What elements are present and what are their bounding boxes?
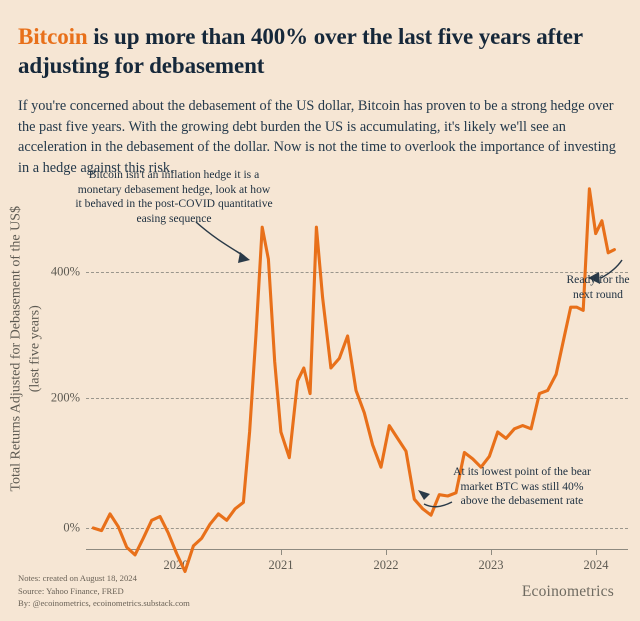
headline-rest: is up more than 400% over the last five … (18, 24, 583, 79)
page-title: Bitcoin is up more than 400% over the la… (18, 23, 624, 81)
subtitle-paragraph: If you're concerned about the debasement… (18, 98, 616, 177)
headline-brand-word: Bitcoin (18, 24, 88, 50)
gridline-400 (86, 272, 628, 273)
footer-by-line: By: @ecoinometrics, ecoinometrics.substa… (18, 597, 190, 608)
chart-area: Total Returns Adjusted for Debasement of… (0, 160, 640, 580)
footer-notes-line: Notes: created on August 18, 2024 (18, 573, 137, 584)
y-tick-label-0: 0% (63, 520, 80, 535)
footer-notes: Notes: created on August 18, 2024 Source… (18, 572, 190, 609)
x-axis-line (86, 549, 628, 551)
annotation-post-covid: Bitcoin isn't an inflation hedge it is a… (75, 168, 273, 225)
x-tick-mark-2024 (596, 549, 597, 555)
annotation-ready-next-round: Ready for the next round (566, 273, 630, 301)
y-tick-label-200: 200% (50, 390, 80, 405)
x-tick-label-2024: 2024 (583, 558, 609, 572)
x-tick-mark-2021 (281, 549, 282, 555)
x-tick-mark-2022 (386, 549, 387, 555)
footer-source-line: Source: Yahoo Finance, FRED (18, 585, 124, 596)
x-tick-label-2022: 2022 (373, 558, 399, 572)
brand-wordmark: Ecoinometrics (521, 583, 614, 600)
series-line-bitcoin (91, 187, 616, 574)
series-polyline (91, 187, 616, 574)
gridline-0 (86, 528, 628, 529)
annotation-bear-market: At its lowest point of the bear market B… (453, 465, 591, 508)
x-tick-mark-2023 (491, 549, 492, 555)
gridline-200 (86, 398, 628, 399)
y-tick-label-400: 400% (50, 264, 80, 279)
x-tick-label-2021: 2021 (268, 558, 294, 572)
x-tick-label-2023: 2023 (478, 558, 504, 572)
